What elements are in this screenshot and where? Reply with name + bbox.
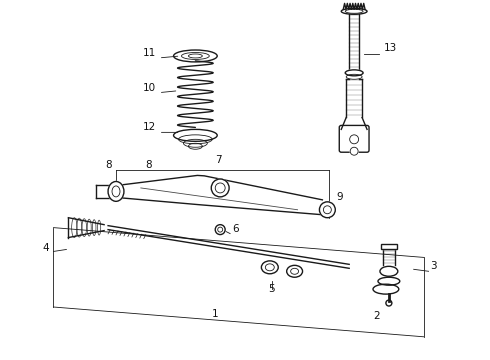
Bar — [381, 243, 397, 249]
Ellipse shape — [189, 143, 202, 149]
Ellipse shape — [173, 129, 217, 141]
Text: 5: 5 — [269, 284, 275, 294]
Circle shape — [319, 202, 335, 218]
Text: 7: 7 — [215, 155, 221, 165]
Ellipse shape — [378, 277, 400, 285]
Ellipse shape — [345, 70, 363, 76]
Ellipse shape — [373, 284, 399, 294]
Ellipse shape — [183, 139, 207, 147]
Text: 8: 8 — [146, 160, 152, 170]
Text: 2: 2 — [374, 311, 380, 321]
Text: 13: 13 — [384, 43, 397, 53]
Ellipse shape — [287, 265, 302, 277]
Text: 12: 12 — [143, 122, 156, 132]
Text: 4: 4 — [43, 243, 49, 253]
Circle shape — [215, 225, 225, 235]
Text: 3: 3 — [431, 261, 437, 271]
Ellipse shape — [261, 261, 278, 274]
Bar — [381, 243, 397, 249]
Text: 11: 11 — [143, 48, 156, 58]
Text: 10: 10 — [143, 83, 156, 93]
Circle shape — [350, 147, 358, 155]
Text: 1: 1 — [212, 309, 219, 319]
Circle shape — [211, 179, 229, 197]
Text: 8: 8 — [105, 160, 111, 170]
Text: 6: 6 — [232, 224, 239, 234]
Ellipse shape — [173, 50, 217, 62]
Ellipse shape — [108, 181, 124, 201]
Ellipse shape — [341, 8, 367, 14]
Circle shape — [350, 135, 359, 144]
Ellipse shape — [380, 266, 398, 276]
Text: 9: 9 — [336, 192, 343, 202]
Ellipse shape — [346, 74, 362, 79]
